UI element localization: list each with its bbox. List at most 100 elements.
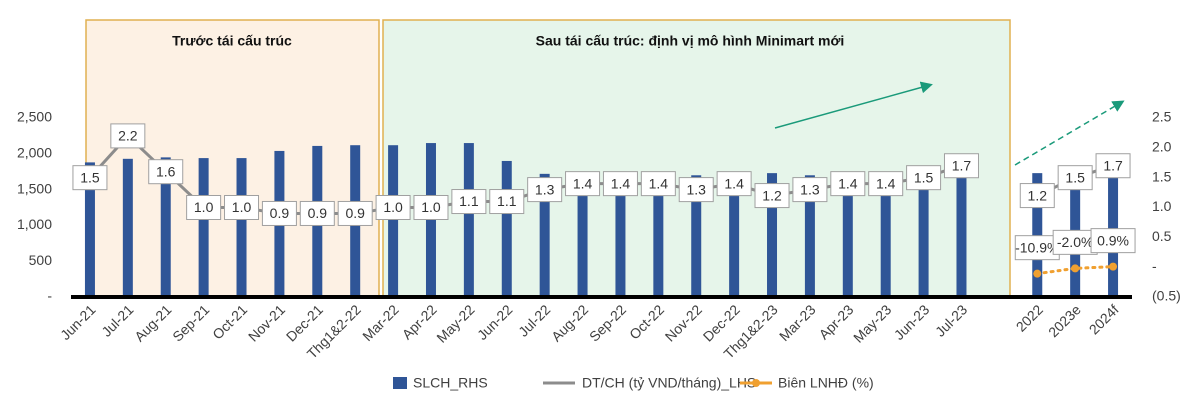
bar <box>122 158 133 297</box>
trend-arrow <box>774 81 933 129</box>
y-tick-label: 2,500 <box>17 109 52 125</box>
x-tick-label: Mar-23 <box>776 301 819 344</box>
data-label-box <box>186 195 222 220</box>
bar <box>501 160 512 297</box>
bar <box>956 175 967 297</box>
data-label: 2.2 <box>118 128 138 144</box>
legend: SLCH_RHS DT/CH (tỷ VND/tháng)_LHS Biên L… <box>393 375 874 391</box>
y2-tick-label: (0.5) <box>1152 288 1181 304</box>
data-label-box <box>527 177 563 203</box>
data-label: 0.9 <box>345 205 365 221</box>
x-tick-label: Aug-21 <box>131 301 174 344</box>
annotation: Trước tái cấu trúc <box>172 33 292 49</box>
data-label: 1.7 <box>1103 157 1123 173</box>
x-tick-label: May-22 <box>433 301 477 345</box>
data-label-box <box>1014 235 1060 261</box>
data-label: 1.4 <box>724 175 744 191</box>
data-label-box <box>565 171 601 197</box>
data-label-box <box>678 177 714 203</box>
data-label: 1.3 <box>686 181 706 197</box>
bar <box>918 175 929 297</box>
data-label-box <box>110 123 146 149</box>
data-label: -2.0% <box>1057 234 1094 250</box>
bar <box>880 175 891 297</box>
x-tick-label: Jun-22 <box>474 301 516 343</box>
data-label: 1.0 <box>194 199 214 215</box>
dot <box>1033 269 1042 278</box>
legend-label: DT/CH (tỷ VND/tháng)_LHS <box>582 375 756 391</box>
bar <box>804 175 815 297</box>
x-tick-label: Jun-21 <box>57 301 99 343</box>
bar <box>198 158 209 297</box>
x-tick-label: Apr-23 <box>816 301 857 342</box>
data-label: 1.5 <box>914 169 934 185</box>
bar <box>539 173 550 297</box>
bar <box>236 158 247 297</box>
legend-label: Biên LNHĐ (%) <box>778 375 874 391</box>
data-label-box <box>72 165 108 191</box>
bar <box>691 175 702 297</box>
data-label: 0.9% <box>1097 232 1129 248</box>
data-label-box <box>640 171 676 197</box>
x-tick-label: Apr-22 <box>399 301 440 342</box>
trend-arrow <box>1014 100 1125 166</box>
legend-label: SLCH_RHS <box>413 375 488 391</box>
data-label: 1.4 <box>573 175 593 191</box>
bar <box>160 157 171 297</box>
y2-tick-label: 0.5 <box>1152 228 1172 244</box>
x-tick-label: Aug-22 <box>548 301 591 344</box>
bar <box>388 145 399 297</box>
bar <box>577 175 588 297</box>
data-label: 1.1 <box>497 193 517 209</box>
x-tick-label: Oct-22 <box>626 301 667 342</box>
data-label-box <box>261 200 297 226</box>
data-label: 1.2 <box>1028 187 1048 203</box>
y2-tick-label: 1.5 <box>1152 168 1172 184</box>
data-label: 1.7 <box>952 157 972 173</box>
data-label-box <box>224 195 260 220</box>
data-label: 1.3 <box>535 181 555 197</box>
region-before <box>85 19 380 298</box>
bar <box>425 143 436 297</box>
data-label-box <box>451 189 487 215</box>
legend-swatch <box>752 379 760 387</box>
x-tick-label: Jun-23 <box>891 301 933 343</box>
data-label-box <box>830 171 866 197</box>
data-label: 1.5 <box>1065 169 1085 185</box>
data-label: 0.9 <box>308 205 328 221</box>
x-tick-label: May-23 <box>850 301 894 345</box>
bar <box>1032 173 1043 297</box>
data-label: 1.0 <box>421 199 441 215</box>
data-label: 1.2 <box>762 187 782 203</box>
data-label: 1.0 <box>383 199 403 215</box>
data-label-box <box>1095 153 1131 179</box>
x-tick-label: Oct-21 <box>209 301 250 342</box>
y-tick-label: 1,000 <box>17 216 52 232</box>
data-label-box <box>1090 228 1136 254</box>
y-tick-label: 500 <box>29 252 53 268</box>
x-tick-label: 2022 <box>1013 301 1046 334</box>
x-tick-label: Jul-23 <box>932 301 970 339</box>
dot <box>1109 262 1118 271</box>
bar <box>463 143 474 297</box>
x-tick-label: Nov-22 <box>662 301 705 344</box>
x-tick-label: 2023e <box>1045 301 1084 340</box>
data-label: 1.3 <box>800 181 820 197</box>
bar <box>842 175 853 297</box>
y-tick-label: - <box>47 288 52 304</box>
y2-tick-label: 2.5 <box>1152 109 1172 125</box>
data-label: 1.1 <box>459 193 479 209</box>
data-label: 1.0 <box>232 199 252 215</box>
annotation: Sau tái cấu trúc: định vị mô hình Minima… <box>536 33 845 49</box>
y-tick-label: 2,000 <box>17 145 52 161</box>
y2-tick-label: 1.0 <box>1152 198 1172 214</box>
x-tick-label: Sep-22 <box>586 301 629 344</box>
data-label-box <box>148 159 184 185</box>
data-label: 1.4 <box>611 175 631 191</box>
data-label-box <box>716 171 752 197</box>
data-label-box <box>1019 183 1055 209</box>
data-label-box <box>792 177 828 203</box>
data-label-box <box>337 200 373 226</box>
data-label-box <box>489 189 525 215</box>
